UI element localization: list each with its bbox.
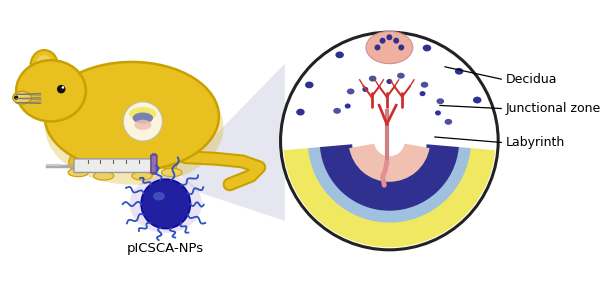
- Ellipse shape: [132, 172, 152, 180]
- Ellipse shape: [366, 31, 413, 64]
- Ellipse shape: [419, 91, 425, 96]
- Ellipse shape: [345, 103, 350, 109]
- Ellipse shape: [347, 89, 355, 94]
- Ellipse shape: [333, 108, 341, 114]
- Ellipse shape: [376, 38, 385, 45]
- Ellipse shape: [355, 185, 373, 195]
- Circle shape: [386, 34, 392, 40]
- Ellipse shape: [369, 76, 376, 81]
- Circle shape: [62, 86, 64, 89]
- Ellipse shape: [423, 45, 431, 51]
- Circle shape: [374, 45, 380, 50]
- Wedge shape: [284, 148, 495, 247]
- Circle shape: [398, 45, 404, 50]
- Circle shape: [411, 174, 416, 179]
- Ellipse shape: [473, 97, 481, 103]
- Ellipse shape: [133, 157, 148, 174]
- Ellipse shape: [335, 51, 344, 58]
- Wedge shape: [320, 144, 459, 211]
- Ellipse shape: [94, 157, 110, 174]
- Ellipse shape: [436, 98, 444, 104]
- Ellipse shape: [421, 82, 428, 88]
- Polygon shape: [170, 64, 285, 221]
- FancyBboxPatch shape: [74, 159, 157, 173]
- Ellipse shape: [435, 110, 441, 116]
- Ellipse shape: [362, 87, 368, 92]
- Ellipse shape: [36, 55, 53, 76]
- Ellipse shape: [134, 120, 151, 130]
- Ellipse shape: [344, 162, 421, 230]
- Ellipse shape: [13, 91, 31, 104]
- Circle shape: [391, 162, 425, 196]
- Ellipse shape: [94, 172, 114, 180]
- Ellipse shape: [16, 60, 86, 122]
- Ellipse shape: [397, 73, 405, 79]
- Ellipse shape: [163, 154, 178, 171]
- Ellipse shape: [305, 81, 314, 88]
- Circle shape: [380, 38, 386, 44]
- Circle shape: [141, 179, 190, 229]
- Ellipse shape: [129, 107, 157, 121]
- Circle shape: [393, 38, 399, 44]
- Ellipse shape: [386, 79, 392, 84]
- Ellipse shape: [44, 62, 219, 171]
- Ellipse shape: [445, 119, 452, 125]
- Ellipse shape: [31, 50, 58, 81]
- Text: Junctional zone: Junctional zone: [506, 102, 600, 115]
- Wedge shape: [349, 144, 430, 182]
- Circle shape: [123, 102, 163, 141]
- Text: pICSCA-NPs: pICSCA-NPs: [127, 242, 205, 255]
- Ellipse shape: [69, 154, 84, 171]
- FancyBboxPatch shape: [151, 155, 157, 173]
- Ellipse shape: [133, 113, 153, 124]
- Text: Decidua: Decidua: [506, 73, 557, 86]
- Circle shape: [281, 32, 498, 250]
- Ellipse shape: [153, 192, 165, 201]
- Circle shape: [57, 85, 65, 93]
- Ellipse shape: [45, 70, 224, 185]
- Circle shape: [14, 96, 18, 100]
- Text: Labyrinth: Labyrinth: [506, 136, 565, 149]
- Wedge shape: [308, 147, 470, 222]
- Ellipse shape: [161, 168, 182, 177]
- Ellipse shape: [296, 109, 305, 116]
- Ellipse shape: [68, 168, 88, 177]
- Ellipse shape: [130, 175, 202, 233]
- Ellipse shape: [455, 68, 463, 75]
